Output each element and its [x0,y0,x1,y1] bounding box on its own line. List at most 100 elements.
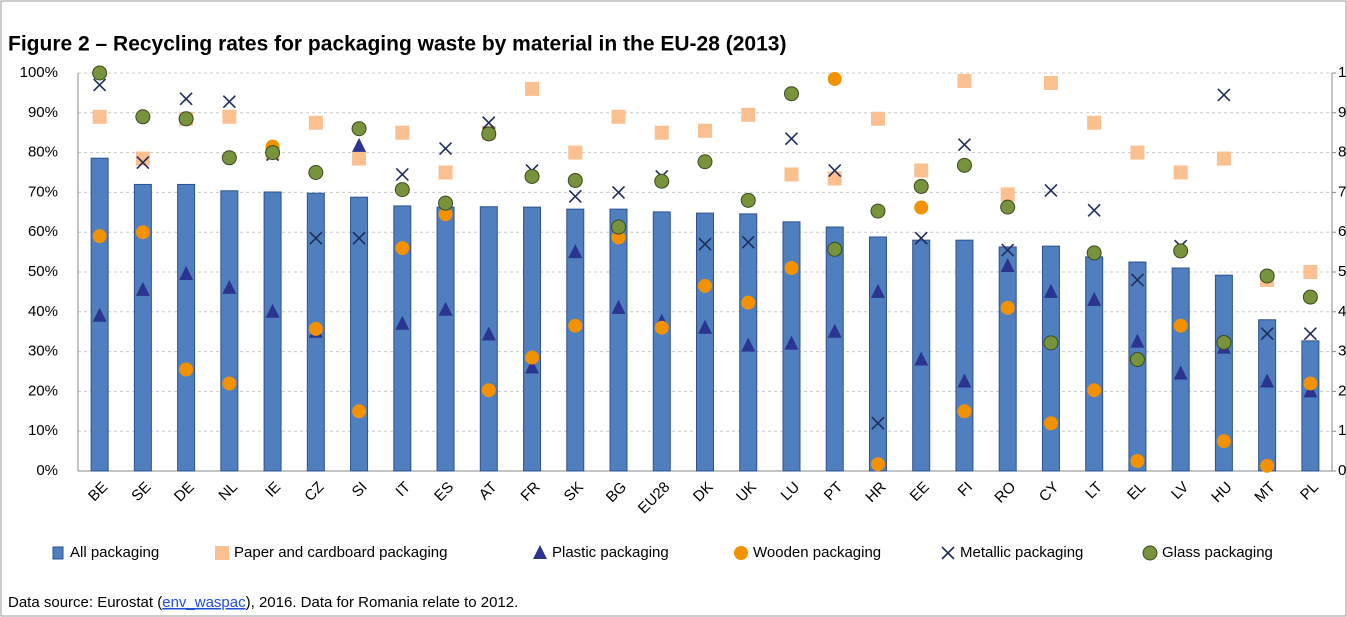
legend-swatch [1142,545,1158,561]
circle-marker [1043,416,1058,431]
x-tick-label: RO [991,479,1019,507]
square-marker [438,165,453,180]
triangle-marker [1173,365,1188,380]
bar [609,208,628,472]
x-tick-label: BG [603,479,630,506]
cross-marker [784,132,799,146]
square-marker [395,125,410,140]
circle-marker [654,173,670,189]
legend-swatch [941,546,955,560]
source-note: Data source: Eurostat (env_waspac), 2016… [8,594,518,611]
circle-marker [956,157,972,173]
y-tick-label: 90% [28,104,58,121]
triangle-marker [395,315,410,330]
y2-tick-label: 0% [1338,462,1347,479]
cross-marker [1044,183,1058,197]
circle-marker [135,225,150,240]
triangle-marker [179,265,194,280]
cross-marker [568,189,582,203]
bar [955,239,974,472]
square-marker [1130,145,1145,160]
x-tick-label: CY [1036,479,1063,506]
triangle-marker [135,281,150,296]
bar [998,246,1017,472]
bar [1041,245,1060,472]
x-tick-label: IE [262,479,284,501]
bar [825,226,844,472]
circle-marker [870,457,885,472]
x-tick-label: HR [862,479,889,506]
circle-marker [957,404,972,419]
y-tick-label: 20% [28,382,58,399]
x-tick-label: FI [955,479,976,500]
cross-marker [395,167,409,182]
circle-marker [914,200,929,215]
circle-marker [524,168,540,184]
circle-marker [525,350,540,365]
y-tick-label: 10% [28,422,58,439]
circle-marker [179,362,194,377]
circle-marker [1216,434,1231,449]
square-marker [827,171,842,186]
legend-label: All packaging [70,544,159,561]
triangle-marker [1043,283,1058,298]
legend-label: Metallic packaging [960,544,1083,561]
circle-marker [698,278,712,293]
circle-marker [438,207,453,222]
circle-marker [352,404,367,419]
circle-marker [1259,268,1275,284]
circle-marker [827,71,842,86]
bar [566,208,585,472]
triangle-marker [1130,333,1145,348]
x-tick-label: UK [733,479,760,506]
x-tick-label: DK [690,479,717,506]
bar [263,191,282,472]
cross-marker [93,78,107,92]
x-tick-label: EE [907,479,933,505]
cross-marker [222,95,236,109]
triangle-marker [525,359,540,374]
square-marker [914,163,929,178]
bar [133,183,152,472]
bar [1258,319,1277,472]
square-marker [1043,75,1058,90]
cross-marker [1303,327,1317,341]
triangle-marker [784,335,799,350]
x-tick-label: CZ [301,479,327,505]
circle-marker [611,230,626,245]
circle-marker [1173,243,1189,259]
circle-marker [92,65,108,81]
legend-label: Plastic packaging [552,544,669,561]
circle-marker [1000,300,1015,315]
circle-marker [178,111,194,127]
source-text: Data source: Eurostat ( [8,594,162,611]
triangle-marker [222,279,237,294]
cross-marker [698,237,712,251]
square-marker [568,145,583,160]
cross-marker [482,116,496,130]
circle-marker [827,241,843,257]
y2-tick-label: 40% [1338,303,1347,320]
square-marker [525,81,540,96]
x-tick-label: SE [128,479,154,505]
legend-swatch [215,546,229,560]
triangle-marker [352,137,367,152]
y-tick-label: 30% [28,343,58,360]
legend-label: Paper and cardboard packaging [234,544,448,561]
circle-marker [394,182,410,198]
circle-marker [913,178,929,194]
y2-tick-label: 50% [1338,263,1347,280]
triangle-marker [92,307,107,322]
circle-marker [654,320,669,335]
square-marker [1000,187,1015,202]
circle-marker [1216,334,1232,350]
square-marker [1303,265,1318,279]
circle-marker [870,203,886,219]
triangle-marker [698,319,712,334]
x-tick-label: PT [821,479,847,505]
x-tick-label: IT [392,479,413,500]
source-link[interactable]: env_waspac [162,594,246,611]
x-tick-label: HU [1208,479,1235,506]
square-marker [1173,165,1188,180]
